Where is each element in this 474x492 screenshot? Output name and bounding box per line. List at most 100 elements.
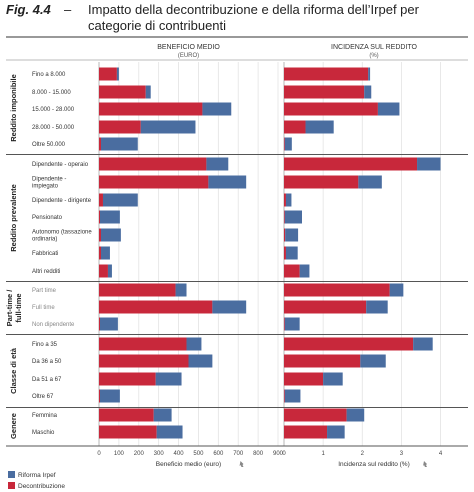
bar-decontribuzione: [284, 425, 328, 439]
axis-label-1: Incidenza sul reddito (%): [338, 461, 410, 468]
tick-label: 400: [174, 451, 185, 457]
row-label: Part time: [32, 288, 57, 294]
axis-label-0: Beneficio medio (euro): [156, 461, 221, 468]
bar-riforma-irpef: [206, 157, 229, 171]
bar-decontribuzione: [99, 425, 157, 439]
bar-riforma-irpef: [107, 264, 112, 278]
tick-label: 0: [97, 451, 101, 457]
bar-riforma-irpef: [140, 120, 196, 134]
bar-riforma-irpef: [413, 337, 433, 351]
pin-icon: [239, 461, 244, 467]
bar-decontribuzione: [284, 264, 300, 278]
bar-decontribuzione: [99, 85, 146, 99]
legend-label: Riforma Irpef: [18, 472, 56, 479]
bar-riforma-irpef: [175, 283, 187, 297]
legend-label: Decontribuzione: [18, 483, 65, 490]
row-label: 28.000 - 50.000: [32, 125, 75, 131]
pin-icon: [423, 461, 427, 467]
bar-riforma-irpef: [377, 102, 400, 116]
bar-decontribuzione: [284, 175, 359, 189]
bar-decontribuzione: [284, 354, 361, 368]
bar-riforma-irpef: [102, 193, 138, 207]
bar-riforma-irpef: [100, 137, 138, 151]
bar-decontribuzione: [99, 102, 203, 116]
bar-decontribuzione: [284, 300, 367, 314]
bar-riforma-irpef: [285, 228, 299, 242]
tick-label: 4: [439, 451, 443, 457]
bar-riforma-irpef: [212, 300, 247, 314]
bar-riforma-irpef: [284, 210, 302, 224]
bar-decontribuzione: [99, 264, 108, 278]
bar-decontribuzione: [99, 354, 189, 368]
bar-decontribuzione: [99, 120, 141, 134]
row-label: ordinaria): [32, 237, 57, 243]
row-label: Non dipendente: [32, 322, 75, 328]
row-label: Fino a 8.000: [32, 72, 66, 78]
bar-decontribuzione: [99, 389, 100, 403]
panel-subtitle-1: (%): [369, 53, 378, 59]
group-title: Genere: [9, 413, 18, 439]
bar-decontribuzione: [284, 157, 418, 171]
bar-decontribuzione: [99, 246, 101, 260]
row-label: Pensionato: [32, 215, 63, 221]
bar-decontribuzione: [284, 283, 390, 297]
row-label: Altri redditi: [32, 269, 60, 275]
bar-decontribuzione: [99, 408, 154, 422]
bar-decontribuzione: [99, 210, 100, 224]
row-label: Fabbricati: [32, 251, 58, 257]
tick-label: 900: [273, 451, 284, 457]
bar-decontribuzione: [284, 137, 285, 151]
row-label: Full time: [32, 305, 55, 311]
tick-label: 800: [253, 451, 264, 457]
row-label: Dipendente - dirigente: [32, 198, 92, 204]
group-title: Reddito prevalente: [9, 184, 18, 252]
row-label: Dipendente - operaio: [32, 162, 89, 168]
legend-swatch: [8, 482, 15, 489]
bar-riforma-irpef: [389, 283, 404, 297]
bar-decontribuzione: [99, 175, 209, 189]
bar-decontribuzione: [99, 157, 207, 171]
bar-riforma-irpef: [99, 317, 118, 331]
row-label: Da 51 a 67: [32, 377, 62, 383]
figure-label: Fig. 4.4: [6, 2, 51, 17]
bar-riforma-irpef: [99, 389, 120, 403]
bar-riforma-irpef: [366, 300, 388, 314]
legend-swatch: [8, 471, 15, 478]
bar-riforma-irpef: [156, 425, 183, 439]
bar-decontribuzione: [99, 137, 101, 151]
bar-riforma-irpef: [100, 228, 121, 242]
bar-decontribuzione: [284, 246, 286, 260]
tick-label: 300: [154, 451, 165, 457]
bar-riforma-irpef: [155, 372, 182, 386]
bar-decontribuzione: [284, 120, 306, 134]
row-label: 8.000 - 15.000: [32, 90, 71, 96]
bar-riforma-irpef: [284, 137, 292, 151]
tick-label: 700: [233, 451, 244, 457]
bar-riforma-irpef: [346, 408, 365, 422]
bar-riforma-irpef: [360, 354, 386, 368]
bar-riforma-irpef: [323, 372, 343, 386]
tick-label: 3: [400, 451, 404, 457]
bar-decontribuzione: [284, 408, 347, 422]
figure-dash: –: [64, 2, 72, 17]
bar-riforma-irpef: [327, 425, 345, 439]
bar-riforma-irpef: [208, 175, 247, 189]
panel-title-0: BENEFICIO MEDIO: [157, 44, 220, 51]
bar-decontribuzione: [284, 193, 286, 207]
tick-label: 500: [193, 451, 204, 457]
row-label: Femmina: [32, 413, 58, 419]
bar-decontribuzione: [284, 67, 369, 81]
row-label: impiegato: [32, 184, 59, 190]
bar-decontribuzione: [99, 228, 101, 242]
tick-label: 1: [321, 451, 325, 457]
bar-decontribuzione: [99, 372, 156, 386]
bar-riforma-irpef: [285, 193, 292, 207]
tick-label: 100: [114, 451, 125, 457]
row-label: Maschio: [32, 430, 55, 436]
bar-riforma-irpef: [285, 246, 298, 260]
bar-riforma-irpef: [368, 67, 371, 81]
group-title: Classe di età: [9, 347, 18, 394]
bar-decontribuzione: [99, 300, 213, 314]
bar-riforma-irpef: [100, 246, 110, 260]
